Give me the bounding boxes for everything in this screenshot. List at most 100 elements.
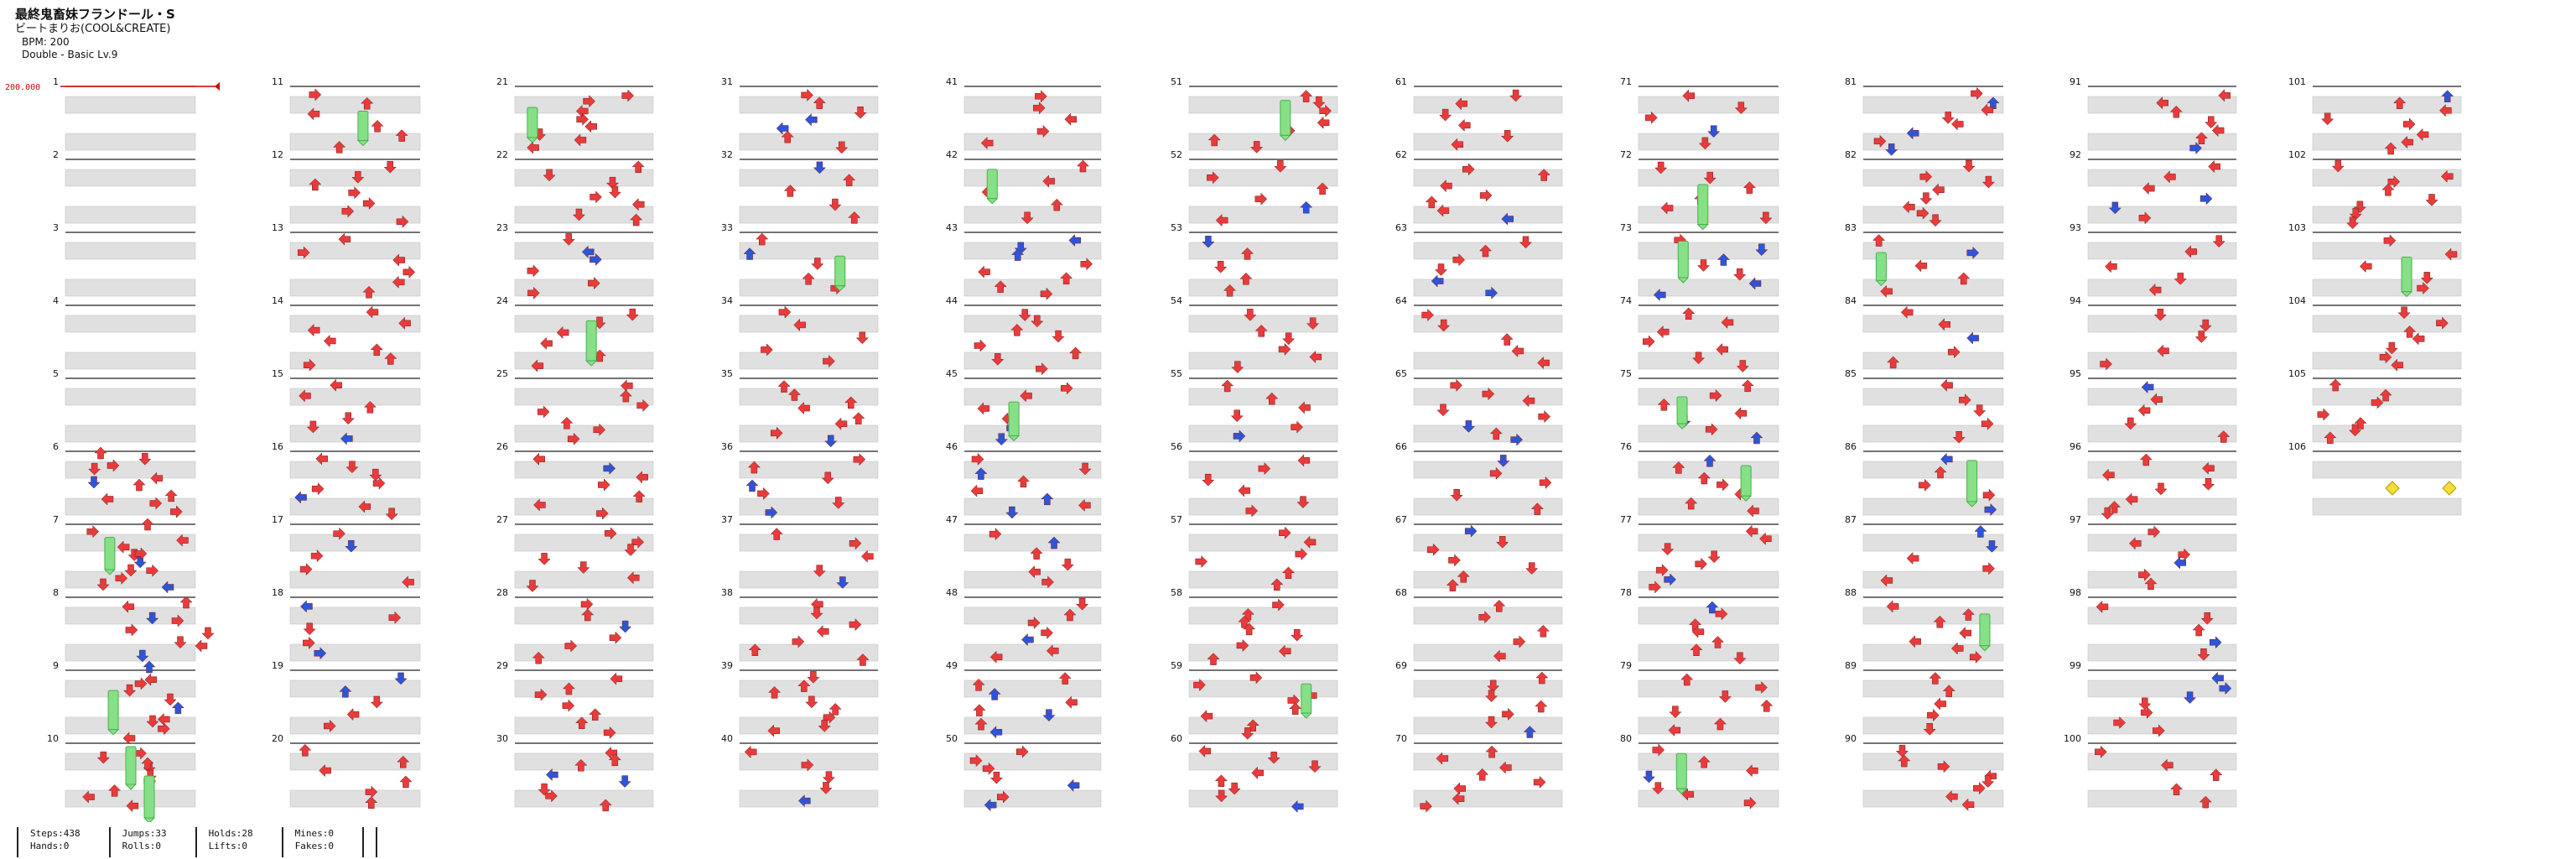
arrow-note <box>1238 484 1250 497</box>
arrow-note <box>134 547 148 560</box>
arrow-note <box>1969 650 1982 664</box>
arrow-note <box>1880 284 1893 298</box>
stat-lifts: Lifts:0 <box>208 841 247 851</box>
arrow-note <box>776 122 789 135</box>
arrow-note <box>1018 309 1031 321</box>
arrow-note <box>143 660 156 674</box>
measure-stripe <box>65 497 196 516</box>
arrow-note <box>138 452 152 466</box>
measure-number: 31 <box>721 76 733 87</box>
arrow-note <box>2379 388 2392 402</box>
arrow-note <box>358 500 371 513</box>
arrow-note <box>300 600 313 613</box>
arrow-note <box>1660 201 1674 215</box>
stat-holds: Holds:28 <box>208 828 253 839</box>
stat-group-steps: Steps:438 Hands:0 <box>17 827 92 857</box>
arrow-note <box>2212 235 2225 248</box>
arrow-note <box>1448 554 1461 567</box>
arrow-note <box>1497 455 1510 467</box>
arrow-note <box>1033 102 1046 115</box>
arrow-note <box>2194 132 2209 144</box>
arrow-note <box>1681 788 1694 801</box>
arrow-note <box>1661 543 1675 555</box>
measure-stripe <box>739 570 879 589</box>
measure-number: 49 <box>946 660 958 671</box>
measure-number: 71 <box>1620 76 1632 87</box>
arrow-note <box>2174 273 2187 285</box>
measure-number: 51 <box>1171 76 1182 87</box>
arrow-note <box>843 174 856 186</box>
arrow-note <box>1672 461 1685 474</box>
stat-hands: Hands:0 <box>30 841 70 851</box>
arrow-note <box>1973 404 1987 417</box>
measure-stripe <box>739 679 879 698</box>
arrow-note <box>392 253 405 267</box>
measure-stripe <box>65 716 196 735</box>
arrow-note <box>1984 502 1997 517</box>
arrow-note <box>2101 507 2114 520</box>
measure-stripe <box>1638 534 1779 552</box>
arrow-note <box>805 113 818 127</box>
arrow-note <box>575 716 589 729</box>
hold-note <box>527 107 538 138</box>
arrow-note <box>1695 557 1707 570</box>
arrow-note <box>1075 598 1089 611</box>
measure-stripe <box>2087 242 2237 260</box>
arrow-note <box>2211 123 2225 138</box>
measure-stripe <box>739 643 879 662</box>
measure-stripe <box>1413 424 1563 443</box>
arrow-note <box>2125 492 2138 506</box>
arrow-note <box>1909 635 1921 648</box>
arrow-note <box>997 790 1010 804</box>
arrow-note <box>174 636 187 649</box>
arrow-note <box>1464 524 1478 538</box>
arrow-note <box>1950 117 1964 131</box>
arrow-note <box>1058 672 1072 685</box>
measure-number: 85 <box>1845 368 1857 379</box>
arrow-note <box>1046 644 1059 658</box>
arrow-note <box>1680 673 1694 686</box>
stat-group-holds: Holds:28 Lifts:0 <box>195 827 265 857</box>
arrow-note <box>1309 350 1322 364</box>
measure-number: 26 <box>496 441 508 452</box>
arrow-note <box>1959 393 1971 407</box>
arrow-note <box>1208 133 1221 147</box>
measure-number: 25 <box>496 368 508 379</box>
stat-rolls: Rolls:0 <box>122 841 161 851</box>
hold-note <box>104 537 116 570</box>
measure-stripe <box>2087 424 2237 443</box>
arrow-note <box>2205 116 2218 129</box>
measure-stripe <box>963 643 1102 662</box>
arrow-note <box>106 459 120 472</box>
measure-number: 63 <box>1395 222 1407 233</box>
measure-number: 82 <box>1845 149 1857 160</box>
measure-stripe <box>2087 607 2237 625</box>
arrow-note <box>125 623 138 637</box>
measure-number: 69 <box>1395 660 1407 671</box>
measure-stripe <box>1188 133 1338 151</box>
arrow-note <box>2379 351 2392 364</box>
arrow-note <box>1063 608 1077 622</box>
arrow-note <box>2148 525 2161 539</box>
arrow-note <box>1537 169 1550 181</box>
arrow-note <box>1281 566 1296 580</box>
arrow-note <box>1291 628 1304 642</box>
arrow-note <box>2142 181 2155 195</box>
arrow-note <box>2141 380 2154 394</box>
arrow-note <box>1873 134 1887 148</box>
arrow-note <box>1450 378 1463 393</box>
arrow-note <box>307 107 320 121</box>
arrow-note <box>810 607 823 620</box>
arrow-note <box>995 433 1008 446</box>
arrow-note <box>2163 170 2176 184</box>
measure-stripe <box>289 570 421 589</box>
measure-number: 5 <box>53 368 59 379</box>
measure-stripe <box>1638 351 1779 370</box>
hold-note-tail <box>1007 435 1021 442</box>
arrow-note <box>1011 248 1025 261</box>
arrow-note <box>1981 103 1994 117</box>
arrow-note <box>170 505 183 518</box>
measure-stripe <box>739 351 879 370</box>
arrow-note <box>1453 782 1467 795</box>
arrow-note <box>1713 717 1727 731</box>
